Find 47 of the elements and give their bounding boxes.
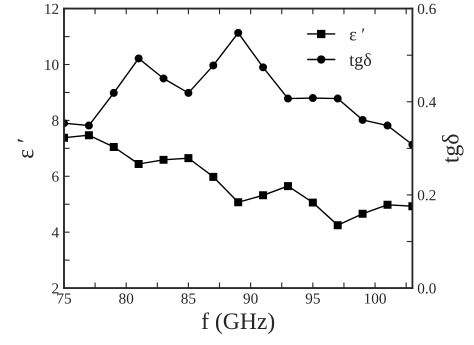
point [110, 88, 118, 97]
point [110, 142, 118, 151]
y-axis-title: ε ′ [18, 139, 34, 158]
point [234, 28, 242, 37]
point [308, 198, 317, 207]
point [284, 182, 292, 190]
x-axis-title: f (GHz) [202, 312, 274, 334]
point [134, 160, 143, 168]
point [209, 61, 218, 70]
y-tick-label: 10 [45, 60, 59, 70]
y-tick-label: 12 [45, 4, 58, 14]
x-tick-label: 85 [181, 293, 196, 304]
point [184, 154, 192, 162]
point [308, 94, 317, 102]
point [160, 74, 168, 82]
point [259, 191, 268, 200]
legend-label: ε ′ [350, 28, 364, 40]
point [84, 122, 93, 130]
x-tick-label: 100 [364, 293, 386, 304]
point [160, 156, 168, 164]
point [134, 54, 143, 62]
x-tick-label: 75 [57, 294, 72, 304]
y2-tick-label: 0.4 [418, 96, 436, 108]
point [184, 88, 192, 97]
y2-tick-label: 0.0 [418, 283, 436, 294]
y-tick-label: 6 [52, 171, 59, 182]
point [334, 221, 342, 230]
y-tick-label: 4 [52, 227, 59, 238]
point [334, 94, 342, 103]
y2-axis-title: tgδ [442, 134, 464, 163]
point [84, 131, 93, 140]
y-tick-label: 2 [52, 283, 58, 294]
x-tick-label: 80 [119, 293, 134, 304]
x-tick-label: 90 [243, 293, 258, 304]
y2-tick-label: 0.2 [418, 190, 436, 200]
point [384, 200, 392, 209]
point [384, 122, 392, 130]
point [358, 210, 367, 218]
y2-tick-label: 0.6 [418, 4, 436, 14]
point [259, 63, 268, 72]
point [209, 172, 218, 181]
point [234, 198, 242, 206]
point [358, 116, 367, 124]
y-tick-label: 8 [52, 116, 59, 126]
x-tick-label: 95 [306, 293, 320, 304]
point [284, 94, 292, 103]
legend-label: tgδ [349, 53, 372, 70]
